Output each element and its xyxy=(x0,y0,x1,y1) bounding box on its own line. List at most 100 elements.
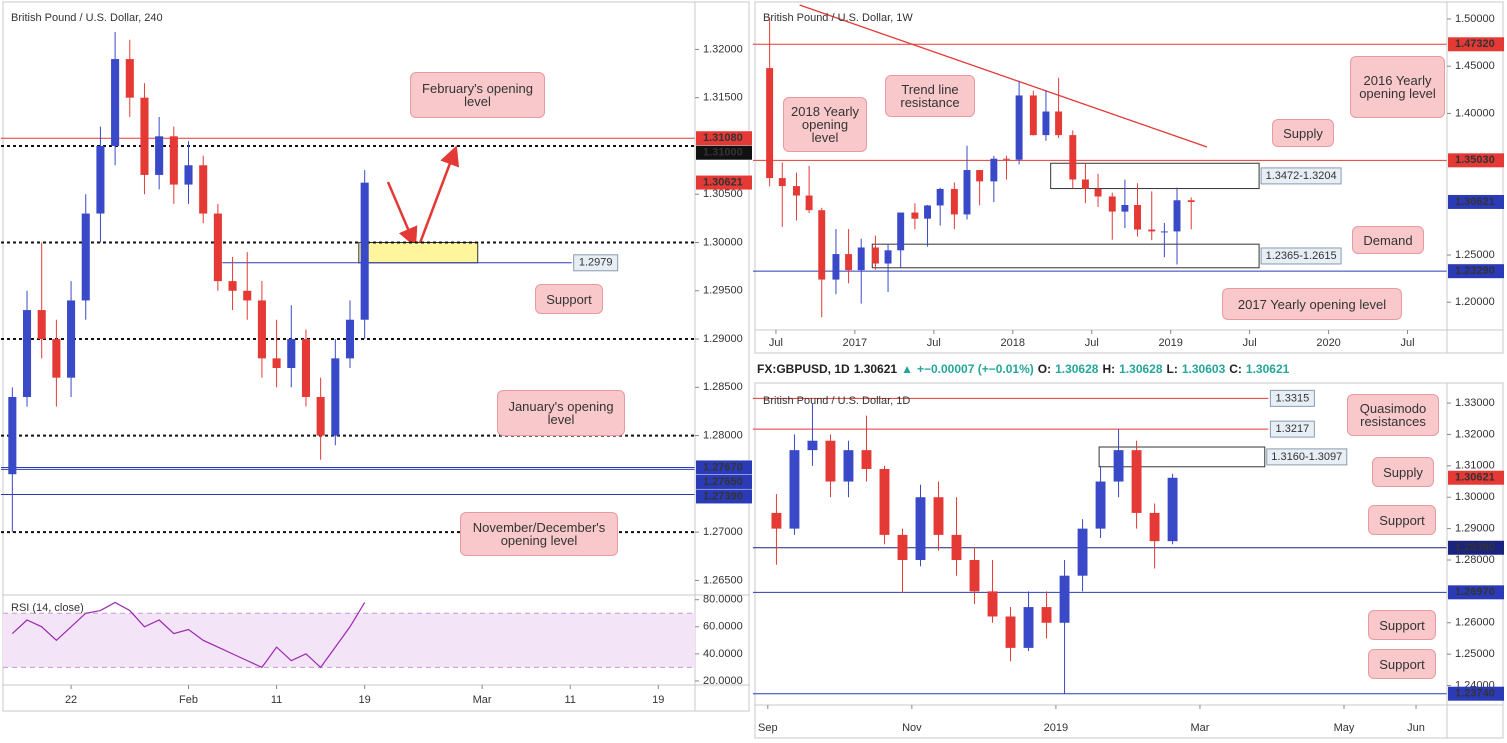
candle-body xyxy=(184,165,193,185)
arrow xyxy=(386,181,418,248)
x-tick-label: Jun xyxy=(1407,722,1425,734)
candle-body xyxy=(1041,607,1052,623)
candle-body xyxy=(22,310,32,397)
y-tick-label: 1.50000 xyxy=(1455,13,1495,25)
candle-body xyxy=(1108,196,1116,212)
annotation: Demand xyxy=(1352,226,1424,254)
candle-body xyxy=(771,512,782,529)
candle-body xyxy=(805,195,813,211)
trend-line xyxy=(799,4,1208,148)
y-tick-label: 1.30500 xyxy=(703,188,743,200)
x-tick-label: 2019 xyxy=(1158,337,1182,349)
price-tag xyxy=(696,474,752,489)
candle-body xyxy=(1113,450,1124,482)
level-label: 1.3217 xyxy=(1276,423,1310,435)
price-tag-label: 1.27650 xyxy=(703,476,743,488)
price-tag-label: 1.23290 xyxy=(1455,265,1495,277)
candle-body xyxy=(990,158,998,182)
candle-body xyxy=(257,300,266,359)
x-tick-label: 2020 xyxy=(1316,337,1340,349)
panel-border xyxy=(2,1,750,712)
header-item: FX:GBPUSD, 1D xyxy=(757,362,850,376)
price-tag xyxy=(1448,37,1504,52)
x-tick-label: Mar xyxy=(1190,722,1209,734)
candle-body xyxy=(8,396,17,475)
zone xyxy=(871,243,1260,269)
annotation: Support xyxy=(1368,649,1436,679)
candle-body xyxy=(924,205,931,219)
zone-label-box xyxy=(1260,247,1342,265)
zone xyxy=(358,242,479,264)
y-tick-label: 1.31000 xyxy=(1455,460,1495,472)
candle-body xyxy=(228,281,237,291)
candle-body xyxy=(1003,158,1010,160)
y-tick-label: 1.32000 xyxy=(1455,428,1495,440)
y-tick-label: 1.25000 xyxy=(1455,249,1495,261)
candle-body xyxy=(316,396,325,436)
price-tag xyxy=(1448,585,1504,600)
y-tick-label: 1.29000 xyxy=(1455,523,1495,535)
candle-body xyxy=(915,497,926,560)
x-tick-label: 2017 xyxy=(843,337,867,349)
candle-body xyxy=(287,339,296,369)
price-tag-label: 1.30621 xyxy=(703,176,743,188)
header-item: 1.30603 xyxy=(1181,362,1226,376)
candle-body xyxy=(951,534,962,560)
price-tag-label: 1.27390 xyxy=(703,490,743,502)
header-item: +−0.00007 (+−0.01%) xyxy=(916,362,1034,376)
y-tick-label: 1.30000 xyxy=(1455,491,1495,503)
plot xyxy=(1,32,695,534)
candle-body xyxy=(125,59,134,98)
x-tick-label: May xyxy=(1334,722,1355,734)
y-tick-label: 1.40000 xyxy=(1455,107,1495,119)
rsi-tick-label: 80.0000 xyxy=(703,594,743,606)
plot xyxy=(753,397,1447,695)
price-tag-label: 1.28390 xyxy=(1455,542,1495,554)
y-tick-label: 1.29000 xyxy=(703,333,743,345)
candle-body xyxy=(37,310,46,340)
price-tag-label: 1.35030 xyxy=(1455,154,1495,166)
header-item: 1.30621 xyxy=(853,362,898,376)
chart-title: British Pound / U.S. Dollar, 1W xyxy=(763,12,913,24)
candle-body xyxy=(1095,481,1106,529)
candle-body xyxy=(169,136,178,185)
candle-body xyxy=(933,497,944,535)
candle-body xyxy=(1042,111,1050,136)
candle-body xyxy=(1005,616,1016,648)
price-tag-label: 1.31000 xyxy=(703,147,743,159)
candle-body xyxy=(213,213,222,282)
candle-body xyxy=(1094,188,1102,197)
y-tick-label: 1.27000 xyxy=(703,526,743,538)
candle-body xyxy=(825,440,836,482)
candle-body xyxy=(1160,231,1168,233)
candle-body xyxy=(1015,95,1023,160)
legend-header: FX:GBPUSD, 1D 1.30621 ▲ +−0.00007 (+−0.01%)… xyxy=(757,362,1293,376)
y-tick-label: 1.45000 xyxy=(1455,60,1495,72)
price-tag xyxy=(696,460,752,475)
y-tick-label: 1.25000 xyxy=(1455,648,1495,660)
x-tick-label: Jul xyxy=(1243,337,1257,349)
x-tick-label: 22 xyxy=(65,694,77,706)
candle-body xyxy=(272,358,281,369)
x-tick-label: 2019 xyxy=(1044,722,1068,734)
candle-body xyxy=(1029,95,1037,136)
candle-body xyxy=(789,450,800,529)
candle-body xyxy=(861,450,872,469)
zone-label: 1.3160-1.3097 xyxy=(1271,451,1342,463)
candle-body xyxy=(845,254,853,271)
candle-body xyxy=(950,188,958,215)
x-tick-label: Nov xyxy=(902,722,922,734)
candle-body xyxy=(243,290,252,301)
candle-body xyxy=(1167,477,1178,542)
header-item: O: xyxy=(1037,362,1052,376)
x-tick-label: Jul xyxy=(1085,337,1099,349)
candle-body xyxy=(1023,607,1034,648)
header-item: ▲ xyxy=(901,362,913,376)
y-tick-label: 1.26500 xyxy=(703,574,743,586)
rsi-tick-label: 20.0000 xyxy=(703,675,743,687)
candle-body xyxy=(936,188,944,206)
candle-body xyxy=(911,212,919,219)
level-label-box xyxy=(1269,389,1315,407)
y-tick-label: 1.31500 xyxy=(703,92,743,104)
